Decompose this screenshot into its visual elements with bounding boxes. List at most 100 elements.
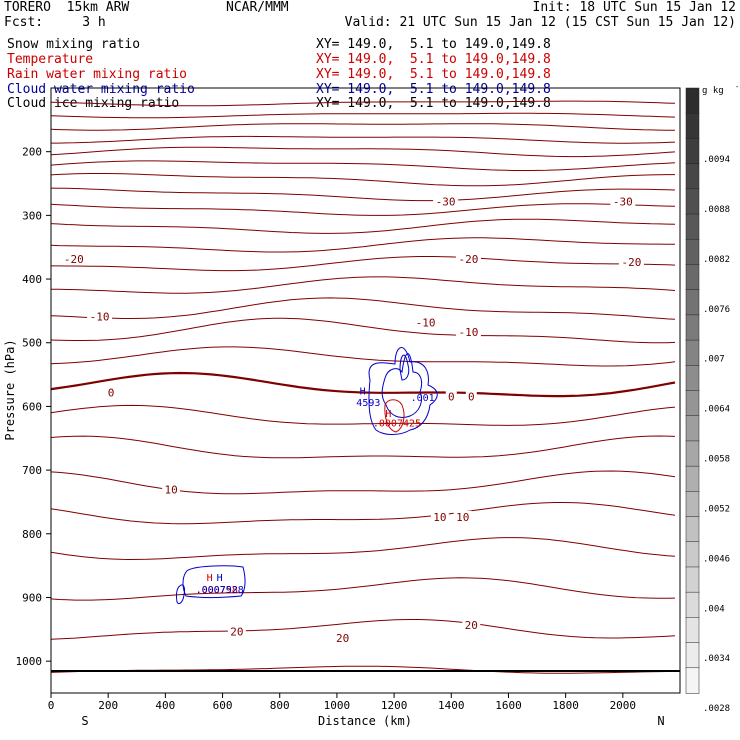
temperature-contour-line xyxy=(50,100,676,107)
temperature-contour-line xyxy=(50,160,676,171)
contour-label-bg xyxy=(61,252,87,265)
cloud-water-contour xyxy=(182,565,246,598)
x-tick-label: 1400 xyxy=(438,699,465,712)
colorbar-step xyxy=(685,566,700,593)
cloud-annotation: 4593 xyxy=(356,398,380,409)
temperature-contour-line xyxy=(50,187,676,202)
contour-label-bg xyxy=(462,619,481,632)
colorbar-label: .0028 xyxy=(703,704,730,714)
temperature-contour-label: -10 xyxy=(90,310,110,323)
colorbar-label: .0034 xyxy=(703,654,730,664)
colorbar-step xyxy=(685,365,700,392)
center-title: NCAR/MMM xyxy=(226,0,289,15)
temperature-contour-label: -20 xyxy=(458,253,478,266)
legend-rain-xy: XY= 149.0, 5.1 to 149.0,149.8 xyxy=(316,67,551,82)
temperature-contour-label: -20 xyxy=(64,253,84,266)
colorbar-unit-exponent: -1 xyxy=(735,83,740,91)
colorbar-label: .0082 xyxy=(703,255,730,265)
x-end-label-right: N xyxy=(657,714,664,728)
contour-label-bg xyxy=(87,310,113,323)
contour-label-bg xyxy=(333,631,352,644)
temperature-contour-label: -30 xyxy=(613,196,633,209)
legend-temperature-label: Temperature xyxy=(7,52,94,67)
cloud-water-contour xyxy=(175,584,185,605)
forecast-hour: Fcst: 3 h xyxy=(4,15,106,30)
colorbar-step xyxy=(685,591,700,619)
cloud-annotation: H xyxy=(217,573,223,584)
colorbar-unit: g kg xyxy=(702,86,724,96)
cloud-water-contour xyxy=(399,354,410,381)
temperature-contour-line xyxy=(50,502,676,525)
legend-cloudwater-label: Cloud water mixing ratio xyxy=(7,82,195,97)
contour-label-bg xyxy=(433,195,459,208)
colorbar-step xyxy=(685,516,700,543)
model-title: TORERO 15km ARW xyxy=(4,0,130,15)
temperature-contour-line xyxy=(51,135,676,144)
x-end-label-left: S xyxy=(81,714,88,728)
temperature-contour-label: -10 xyxy=(416,317,436,330)
temperature-contour-label: -20 xyxy=(621,256,641,269)
contour-label-bg xyxy=(453,510,472,523)
y-axis-title: Pressure (hPa) xyxy=(3,339,17,440)
y-tick-label: 700 xyxy=(22,464,42,477)
temperature-contour-line xyxy=(50,173,675,187)
colorbar-step xyxy=(685,339,700,367)
temperature-contour-label: 0 xyxy=(108,387,115,400)
y-tick-label: 500 xyxy=(22,337,42,350)
temperature-contour-line xyxy=(50,346,676,367)
temperature-contour-line xyxy=(50,112,676,119)
cloud-annotation: .0007928 xyxy=(196,585,244,596)
temperature-contour-label: 0 xyxy=(468,391,475,404)
colorbar-step xyxy=(685,617,700,644)
contour-label-bg xyxy=(455,326,481,339)
cloud-annotation: H xyxy=(360,387,366,398)
x-tick-label: 1800 xyxy=(552,699,579,712)
temperature-contour-label: 20 xyxy=(336,632,349,645)
cloud-annotation: H xyxy=(207,573,213,584)
legend-temperature-xy: XY= 149.0, 5.1 to 149.0,149.8 xyxy=(316,52,551,67)
contour-label-bg xyxy=(430,510,449,523)
temperature-contour-line xyxy=(50,276,676,294)
colorbar-label: .004 xyxy=(703,604,725,614)
x-tick-label: 0 xyxy=(48,699,55,712)
plot-frame xyxy=(50,87,681,694)
legend-cloudwater-xy: XY= 149.0, 5.1 to 149.0,149.8 xyxy=(316,82,551,97)
contour-label-bg xyxy=(413,316,439,329)
init-time: Init: 18 UTC Sun 15 Jan 12 xyxy=(532,0,737,15)
y-tick-label: 1000 xyxy=(16,655,43,668)
colorbar-step xyxy=(685,112,700,140)
contour-label-bg xyxy=(105,386,117,399)
colorbar-step xyxy=(685,541,700,568)
y-tick-label: 300 xyxy=(22,209,42,222)
y-tick-label: 200 xyxy=(22,146,42,159)
colorbar-step xyxy=(685,415,700,442)
legend-snow-label: Snow mixing ratio xyxy=(7,37,141,52)
colorbar-label: .007 xyxy=(703,355,725,365)
colorbar-label: .0094 xyxy=(703,155,730,165)
colorbar-step xyxy=(685,213,700,241)
cloud-annotation: H xyxy=(385,409,391,420)
colorbar-label: .0088 xyxy=(703,205,730,215)
contour-label-bg xyxy=(618,256,644,269)
temperature-contour-label: -30 xyxy=(436,196,456,209)
axes: 0 200 400 600 800 1000 1200 1400 1600 1800 2000200… xyxy=(16,146,637,712)
temperature-contour-label: 0 xyxy=(448,391,455,404)
cloud-annotation: .000758 xyxy=(196,585,238,596)
colorbar-step xyxy=(685,239,700,266)
colorbar-step xyxy=(685,188,700,215)
cloud-water-contour xyxy=(368,347,438,435)
x-axis-title: Distance (km) xyxy=(318,714,412,728)
colorbar-label: .0064 xyxy=(703,405,730,415)
contour-label-bg xyxy=(610,195,636,208)
colorbar-label: .0052 xyxy=(703,504,730,514)
cloud-annotation: .0007425 xyxy=(373,418,421,429)
contour-label-bg xyxy=(465,390,477,403)
cloud-annotation: .001 xyxy=(411,393,435,404)
colorbar: .0094 .0088 .0082 .0076 .007 .0064 .0058 .0052.… xyxy=(685,83,740,714)
colorbar-label: .0046 xyxy=(703,554,730,564)
x-tick-label: 400 xyxy=(155,699,175,712)
y-tick-label: 400 xyxy=(22,273,42,286)
